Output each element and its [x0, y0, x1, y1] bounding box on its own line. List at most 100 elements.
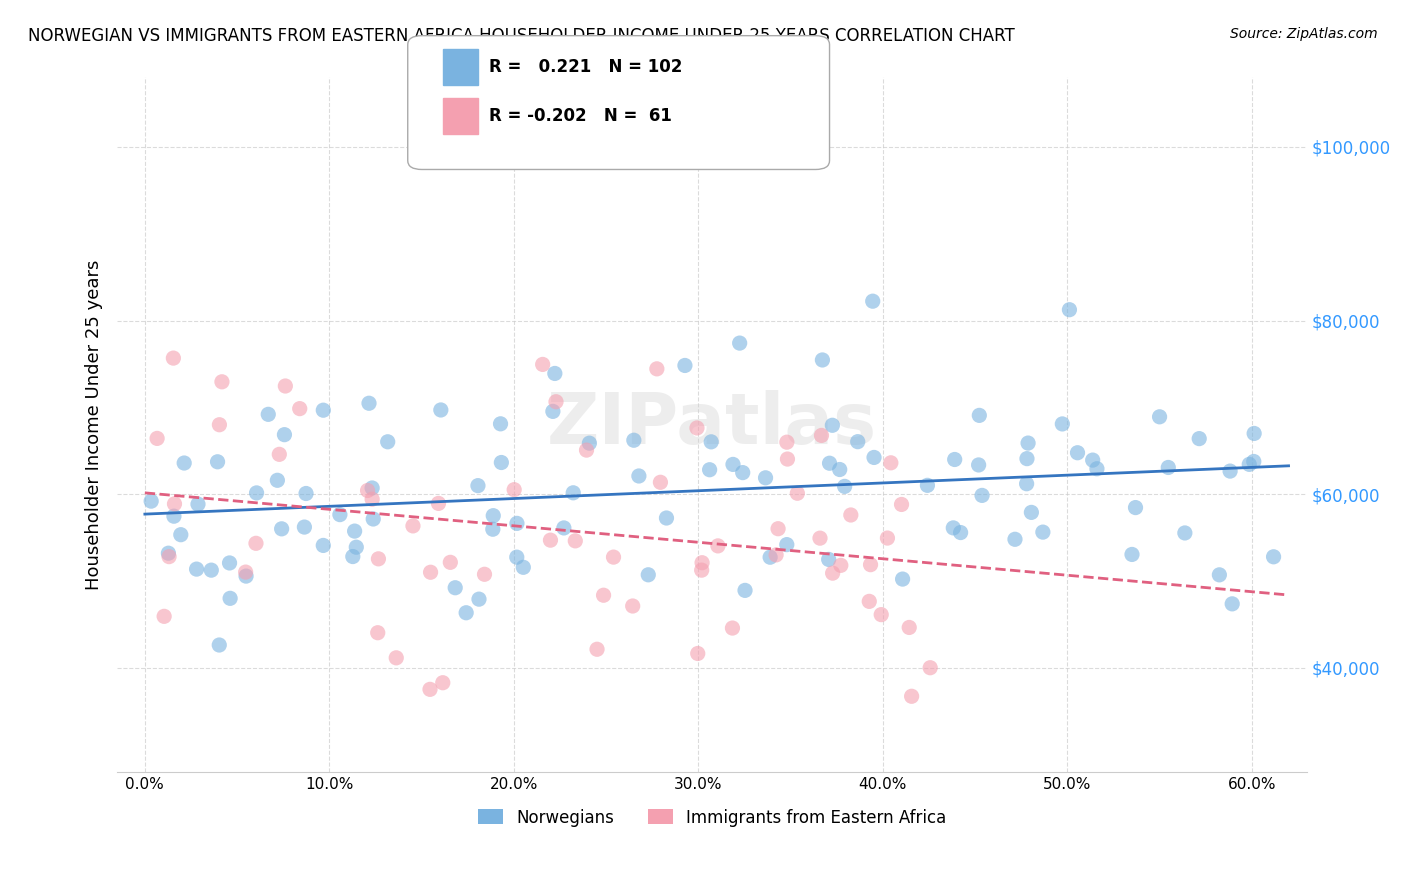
- Point: [468, 592, 491, 607]
- Point: [329, 508, 352, 522]
- Point: [1239, 458, 1261, 472]
- Point: [1052, 417, 1074, 431]
- Point: [808, 531, 831, 545]
- Point: [637, 567, 659, 582]
- Point: [1059, 302, 1081, 317]
- Point: [444, 581, 467, 595]
- Point: [846, 434, 869, 449]
- Point: [163, 497, 186, 511]
- Point: [361, 512, 384, 526]
- Point: [870, 607, 893, 622]
- Point: [876, 531, 898, 545]
- Point: [1125, 500, 1147, 515]
- Point: [544, 394, 567, 409]
- Point: [162, 351, 184, 365]
- Point: [269, 447, 291, 461]
- Point: [207, 455, 229, 469]
- Point: [863, 450, 886, 465]
- Point: [257, 408, 280, 422]
- Point: [430, 403, 453, 417]
- Point: [699, 463, 721, 477]
- Point: [673, 359, 696, 373]
- Point: [344, 540, 367, 554]
- Point: [818, 456, 841, 470]
- Point: [208, 638, 231, 652]
- Point: [312, 538, 335, 552]
- Point: [776, 435, 799, 450]
- Point: [531, 358, 554, 372]
- Point: [146, 431, 169, 445]
- Point: [1263, 549, 1285, 564]
- Point: [586, 642, 609, 657]
- Point: [623, 434, 645, 448]
- Point: [294, 520, 316, 534]
- Point: [900, 690, 922, 704]
- Point: [402, 519, 425, 533]
- Point: [821, 418, 844, 433]
- Point: [1066, 446, 1088, 460]
- Point: [898, 620, 921, 634]
- Point: [917, 478, 939, 492]
- Point: [967, 458, 990, 472]
- Point: [173, 456, 195, 470]
- Point: [759, 550, 782, 565]
- Point: [1017, 436, 1039, 450]
- Point: [776, 538, 799, 552]
- Point: [1004, 533, 1026, 547]
- Point: [949, 525, 972, 540]
- Point: [506, 516, 529, 531]
- Point: [266, 473, 288, 487]
- Point: [356, 483, 378, 498]
- Point: [1081, 453, 1104, 467]
- Point: [235, 565, 257, 579]
- Point: [578, 436, 600, 450]
- Point: [489, 417, 512, 431]
- Point: [1015, 451, 1038, 466]
- Legend: Norwegians, Immigrants from Eastern Africa: Norwegians, Immigrants from Eastern Afri…: [471, 802, 953, 833]
- Point: [208, 417, 231, 432]
- Point: [367, 625, 389, 640]
- Point: [811, 353, 834, 368]
- Point: [1149, 409, 1171, 424]
- Point: [645, 362, 668, 376]
- Point: [1208, 567, 1230, 582]
- Y-axis label: Householder Income Under 25 years: Householder Income Under 25 years: [86, 260, 103, 590]
- Point: [686, 421, 709, 435]
- Point: [295, 486, 318, 500]
- Point: [170, 527, 193, 541]
- Point: [200, 563, 222, 577]
- Point: [728, 336, 751, 351]
- Point: [419, 682, 441, 697]
- Point: [270, 522, 292, 536]
- Point: [163, 509, 186, 524]
- Text: ZIPatlas: ZIPatlas: [547, 390, 877, 459]
- Point: [1243, 454, 1265, 468]
- Point: [427, 496, 450, 510]
- Point: [969, 409, 991, 423]
- Point: [650, 475, 672, 490]
- Point: [562, 485, 585, 500]
- Point: [245, 486, 267, 500]
- Point: [288, 401, 311, 416]
- Point: [786, 486, 808, 500]
- Point: [859, 558, 882, 572]
- Point: [880, 456, 903, 470]
- Point: [734, 583, 756, 598]
- Point: [187, 497, 209, 511]
- Point: [891, 572, 914, 586]
- Text: R = -0.202   N =  61: R = -0.202 N = 61: [489, 107, 672, 125]
- Point: [1220, 597, 1243, 611]
- Point: [245, 536, 267, 550]
- Point: [357, 396, 380, 410]
- Point: [700, 434, 723, 449]
- Point: [970, 488, 993, 502]
- Point: [439, 555, 461, 569]
- Point: [942, 521, 965, 535]
- Point: [432, 675, 454, 690]
- Text: Source: ZipAtlas.com: Source: ZipAtlas.com: [1230, 27, 1378, 41]
- Point: [361, 481, 384, 495]
- Point: [474, 567, 496, 582]
- Point: [491, 456, 513, 470]
- Point: [367, 551, 389, 566]
- Point: [839, 508, 862, 522]
